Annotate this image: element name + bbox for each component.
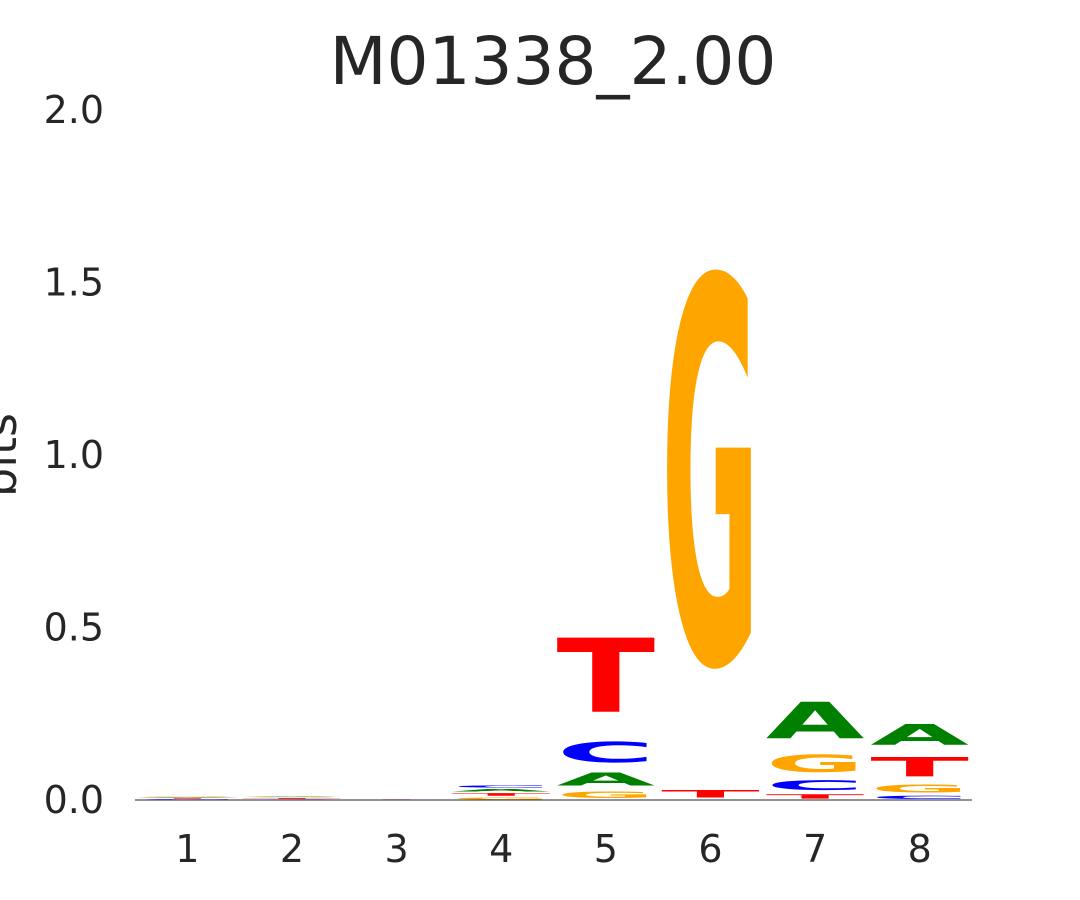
x-tick-label: 7 (803, 827, 827, 871)
y-tick-label: 0.5 (44, 606, 104, 650)
logo-letter-c: C (870, 795, 969, 800)
x-tick-label: 6 (698, 827, 722, 871)
logo-letter-t: T (766, 793, 865, 800)
y-tick-label: 0.0 (44, 778, 104, 822)
y-tick-label: 1.5 (44, 261, 104, 305)
logo-letter-a: A (870, 719, 969, 752)
x-tick-label: 4 (489, 827, 513, 871)
logo-letter-c: C (557, 736, 656, 769)
x-tick-label: 1 (175, 827, 199, 871)
logo-letter-c: C (243, 799, 342, 800)
y-tick-label: 2.0 (44, 88, 104, 132)
logo-letter-a: A (557, 769, 656, 789)
logo-letter-g: G (661, 173, 760, 787)
x-tick-label: 2 (280, 827, 304, 871)
logo-letter-g: G (243, 797, 342, 798)
logo-letter-t: T (138, 798, 237, 799)
logo-letter-c: C (452, 785, 551, 788)
x-tick-label: 8 (908, 827, 932, 871)
logo-letter-g: G (766, 750, 865, 777)
logo-letter-a: A (766, 691, 865, 750)
logo-letter-g: G (870, 783, 969, 795)
logo-letter-t: T (557, 618, 656, 736)
y-axis-ticks: 0.0 0.5 1.0 1.5 2.0 (44, 88, 104, 822)
logo-letter-t: T (452, 792, 551, 796)
logo-letter-a: A (452, 788, 551, 792)
logo-letter-a: A (138, 797, 237, 798)
logo-letter-a: A (243, 796, 342, 797)
logo-letter-c: C (766, 778, 865, 794)
chart-title: M01338_2.00 (330, 23, 777, 100)
logo-letter-g: G (452, 797, 551, 800)
logo-letter-t: T (243, 798, 342, 799)
x-tick-label: 5 (594, 827, 618, 871)
logo-letter-g: G (138, 795, 237, 796)
x-axis-ticks: 1 2 3 4 5 6 7 8 (175, 827, 932, 871)
y-axis-label: bits (0, 413, 27, 497)
logo-letter-t: T (870, 752, 969, 783)
x-tick-label: 3 (384, 827, 408, 871)
logo-letter-g: G (557, 790, 656, 800)
logo-letter-c: C (138, 799, 237, 800)
logo-letter-t: T (661, 788, 760, 800)
y-tick-label: 1.0 (44, 433, 104, 477)
